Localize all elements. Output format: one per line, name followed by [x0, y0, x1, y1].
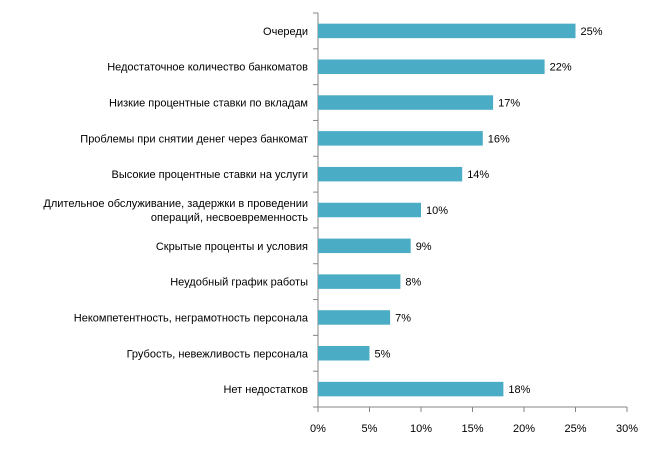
category-label: Высокие процентные ставки на услуги [112, 169, 308, 181]
data-label: 5% [375, 348, 391, 360]
bar [318, 131, 483, 146]
x-tick-label: 0% [310, 423, 326, 435]
category-label: Скрытые проценты и условия [156, 241, 308, 253]
data-label: 9% [416, 241, 432, 253]
bar [318, 381, 504, 397]
category-label: Проблемы при снятии денег через банкомат [80, 133, 308, 145]
category-label: Грубость, невежливость персонала [127, 348, 309, 360]
category-label-line: Неудобный график работы [170, 277, 308, 289]
category-label: Недостаточное количество банкоматов [107, 62, 308, 74]
data-label: 16% [488, 133, 510, 145]
x-tick-label: 10% [410, 423, 432, 435]
category-label: Очереди [263, 26, 308, 38]
category-label-line: Грубость, невежливость персонала [127, 348, 309, 360]
x-tick-label: 15% [461, 423, 483, 435]
data-label: 7% [395, 312, 411, 324]
bar [318, 310, 391, 325]
bar [318, 202, 421, 218]
category-label: Низкие процентные ставки по вкладам [109, 98, 308, 110]
bar [318, 166, 463, 182]
category-label-line: Скрытые проценты и условия [156, 241, 308, 253]
category-label-line: Низкие процентные ставки по вкладам [109, 98, 308, 110]
category-label: Неудобный график работы [170, 277, 308, 289]
x-tick-label: 30% [616, 423, 638, 435]
data-label: 8% [405, 277, 421, 289]
bar [318, 346, 370, 361]
data-label: 18% [508, 384, 530, 396]
bar [318, 238, 411, 254]
category-label-line: Проблемы при снятии денег через банкомат [80, 133, 308, 145]
x-tick-label: 25% [564, 423, 586, 435]
bar [318, 95, 494, 110]
x-tick-label: 20% [513, 423, 535, 435]
x-tick-label: 5% [362, 423, 378, 435]
data-label: 14% [467, 169, 489, 181]
category-label: Некомпетентность, неграмотность персонал… [74, 312, 309, 324]
category-label-line: Высокие процентные ставки на услуги [112, 169, 308, 181]
data-label: 10% [426, 205, 448, 217]
category-label-line: Недостаточное количество банкоматов [107, 62, 308, 74]
data-label: 25% [581, 26, 603, 38]
data-label: 17% [498, 98, 520, 110]
data-label: 22% [550, 62, 572, 74]
category-label-line: Некомпетентность, неграмотность персонал… [74, 312, 309, 324]
category-label: Нет недостатков [223, 384, 308, 396]
category-label-line: Длительное обслуживание, задержки в пров… [43, 198, 308, 210]
bar [318, 59, 545, 74]
bar [318, 23, 576, 39]
bar [318, 274, 401, 289]
category-label-line: Очереди [263, 26, 308, 38]
category-label-line: операций, несвоевременность [151, 212, 308, 224]
category-label-line: Нет недостатков [223, 384, 308, 396]
category-label: Длительное обслуживание, задержки в пров… [43, 198, 308, 224]
